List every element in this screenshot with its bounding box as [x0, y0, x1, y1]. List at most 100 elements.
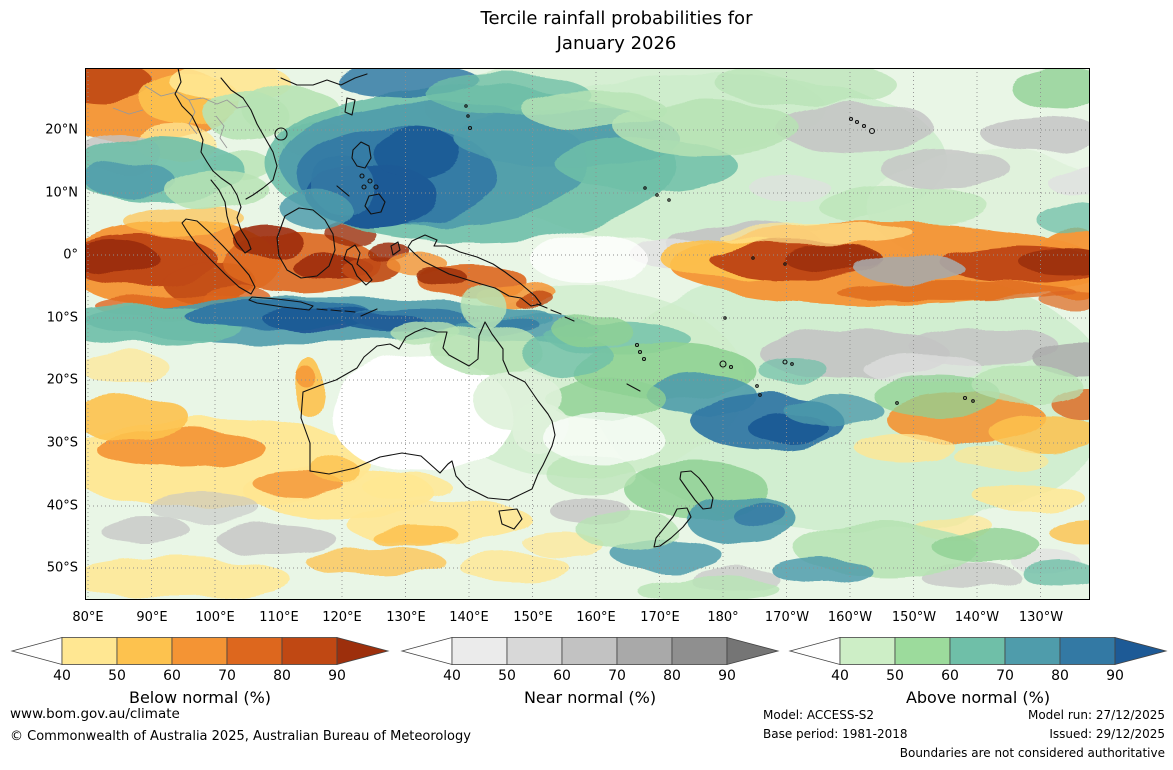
samoa: [782, 359, 788, 365]
graticule: [85, 68, 1090, 600]
vanuatu: [634, 342, 640, 348]
coast-sulawesi: [343, 244, 373, 286]
website-url: www.bom.gov.au/climate: [10, 706, 180, 722]
lon-label: 130°W: [1018, 610, 1064, 625]
solomons: [536, 303, 575, 322]
lon-label: 90°E: [136, 610, 168, 625]
legend-tick: 50: [498, 668, 516, 684]
lon-label: 160°E: [576, 610, 616, 625]
legend-segment: [10, 636, 63, 666]
legend-tick: 90: [718, 668, 736, 684]
title-line2: January 2026: [556, 33, 677, 54]
legend-below-normal: 40 50 60 70 80 90 Below normal (%): [10, 636, 390, 718]
legend-segment: [451, 637, 508, 665]
country-borders: [112, 85, 249, 149]
lat-label: 10°S: [46, 310, 78, 326]
plot-border: [85, 68, 1090, 600]
legend-bar-above: [788, 636, 1168, 666]
legend-ticks: 40 50 60 70 80 90: [400, 666, 780, 686]
map-title: Tercile rainfall probabilities for Janua…: [60, 6, 1173, 56]
map-plot: [85, 68, 1090, 600]
legend-tick: 40: [443, 668, 461, 684]
tonga: [755, 384, 759, 388]
lon-label: 160°W: [827, 610, 873, 625]
coast-australia: [300, 321, 556, 501]
legend-near-normal: 40 50 60 70 80 90 Near normal (%): [400, 636, 780, 718]
coast-china: [280, 73, 368, 86]
legend-label-above-normal: Above normal (%): [905, 688, 1051, 707]
lon-label: 80°E: [72, 610, 104, 625]
legend-tick: 80: [1051, 668, 1069, 684]
kiribati: [751, 256, 755, 260]
legend-segment: [226, 637, 283, 665]
legend-segment: [171, 637, 228, 665]
legend-segment: [506, 637, 563, 665]
guam: [467, 125, 473, 131]
legend-tick: 50: [886, 668, 904, 684]
lat-label: 0°: [63, 247, 78, 263]
legend-tick: 60: [553, 668, 571, 684]
lon-label: 150°W: [891, 610, 937, 625]
coast-lesser-sunda: [316, 308, 378, 317]
coast-luzon: [351, 141, 372, 169]
legend-tick: 90: [328, 668, 346, 684]
coast-tasmania: [498, 508, 523, 530]
legend-ticks: 40 50 60 70 80 90: [10, 666, 390, 686]
lon-label: 120°E: [322, 610, 362, 625]
legend-tick: 50: [108, 668, 126, 684]
legend-segment: [1114, 636, 1168, 666]
coast-new-guinea: [407, 234, 542, 307]
marshall-islands: [643, 186, 647, 190]
legend-tick: 90: [1106, 668, 1124, 684]
lat-label: 20°S: [46, 372, 78, 388]
lon-label: 100°E: [195, 610, 235, 625]
new-caledonia: [626, 383, 641, 392]
coast-java: [248, 296, 314, 311]
coast-myanmar: [174, 68, 214, 172]
legend-segment: [949, 637, 1006, 665]
base-period: Base period: 1981-2018: [763, 727, 908, 741]
coast-hainan: [274, 127, 288, 141]
legend-tick: 60: [163, 668, 181, 684]
coast-borneo: [276, 207, 336, 279]
probability-shading: [85, 68, 1090, 600]
legend-ticks: 40 50 60 70 80 90: [788, 666, 1168, 686]
legend-tick: 70: [996, 668, 1014, 684]
lat-label: 40°S: [46, 498, 78, 514]
lon-label: 170°W: [764, 610, 810, 625]
coast-mindanao: [364, 193, 386, 215]
legend-segment: [788, 636, 841, 666]
legend-segment: [839, 637, 896, 665]
legend-segment: [726, 636, 780, 666]
lon-label: 180°: [707, 610, 739, 625]
legend-segment: [61, 637, 118, 665]
legend-segment: [561, 637, 618, 665]
hawaii: [848, 116, 854, 122]
coast-malay-peninsula: [210, 170, 252, 254]
legend-tick: 70: [608, 668, 626, 684]
lon-label: 140°W: [954, 610, 1000, 625]
lat-label: 10°N: [45, 185, 78, 201]
tuvalu: [723, 316, 727, 320]
society-islands: [962, 395, 968, 401]
lon-label: 170°E: [640, 610, 680, 625]
model-name: Model: ACCESS-S2: [763, 708, 875, 722]
fiji: [719, 360, 727, 368]
legend-segment: [116, 637, 173, 665]
cook-islands: [895, 401, 899, 405]
legend-tick: 60: [941, 668, 959, 684]
copyright-notice: © Commonwealth of Australia 2025, Austra…: [10, 729, 471, 744]
issued-date: Issued: 29/12/2025: [1049, 727, 1165, 741]
legend-segment: [616, 637, 673, 665]
legend-bar-near: [400, 636, 780, 666]
legend-segment: [894, 637, 951, 665]
lon-label: 150°E: [513, 610, 553, 625]
title-line1: Tercile rainfall probabilities for: [480, 8, 753, 29]
coastlines: [174, 68, 975, 548]
legend-segment: [1004, 637, 1061, 665]
legend-tick: 40: [53, 668, 71, 684]
coast-vietnam: [220, 77, 278, 200]
legend-segment: [671, 637, 728, 665]
legend-tick: 80: [273, 668, 291, 684]
